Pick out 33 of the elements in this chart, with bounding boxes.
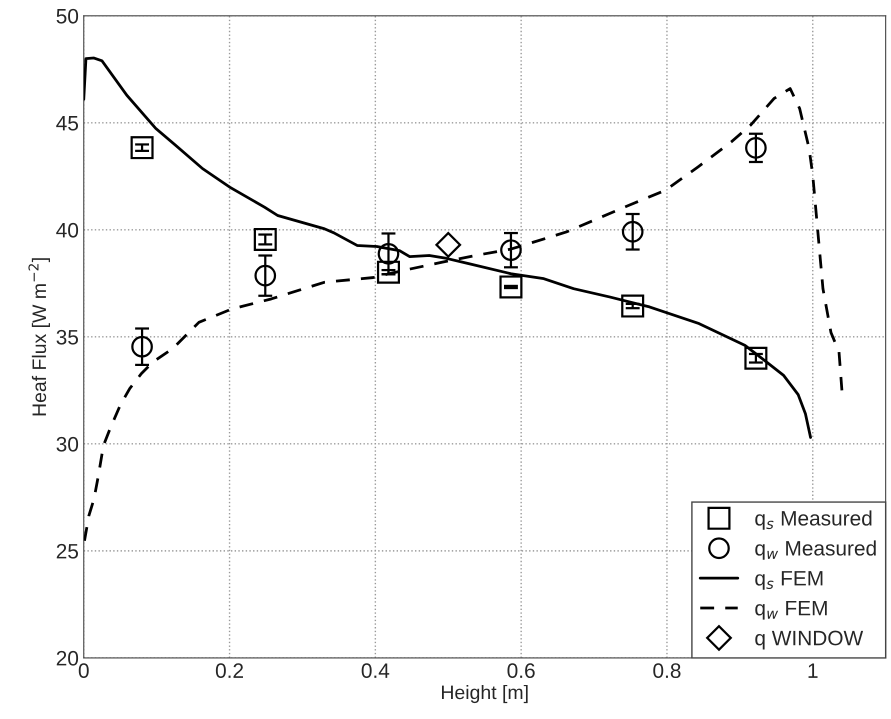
point (131, 336, 153, 358)
legend-label: q$_{s}$ FEM (755, 571, 822, 590)
x-tick-label: 0.4 (362, 663, 390, 678)
y-tick-label: 25 (56, 544, 78, 559)
x-axis-title: Height [m] (442, 684, 528, 704)
point (378, 242, 400, 265)
y-tick-label: 20 (56, 650, 78, 666)
x-tick-label: 0.8 (653, 663, 681, 678)
x-tick-label: 1 (808, 664, 818, 678)
y-axis-title: Heaf Flux [W m$^{−2}$] (28, 258, 50, 416)
point (254, 264, 276, 286)
y-tick-label: 45 (56, 116, 78, 131)
legend-label: q$_{w}$ Measured (755, 540, 876, 560)
point (435, 232, 462, 258)
y-tick-label: 40 (56, 222, 78, 238)
point (500, 239, 522, 262)
y-tick-label: 30 (56, 436, 78, 452)
point (744, 346, 768, 370)
point (621, 294, 644, 318)
point (499, 275, 522, 299)
legend-label: q$_{w}$ FEM (755, 600, 827, 620)
x-tick-label: 0 (78, 663, 89, 678)
y-tick-label: 35 (56, 330, 78, 345)
legend-label: q$_{s}$ Measured (755, 510, 872, 530)
x-tick-label: 0.2 (216, 663, 243, 678)
point (130, 136, 154, 160)
point (745, 137, 767, 159)
legend-label: q WINDOW (755, 630, 864, 650)
y-tick-label: 50 (56, 8, 78, 24)
x-tick-label: 0.6 (507, 663, 535, 678)
point (254, 228, 277, 251)
point (376, 260, 400, 284)
point (622, 220, 644, 243)
